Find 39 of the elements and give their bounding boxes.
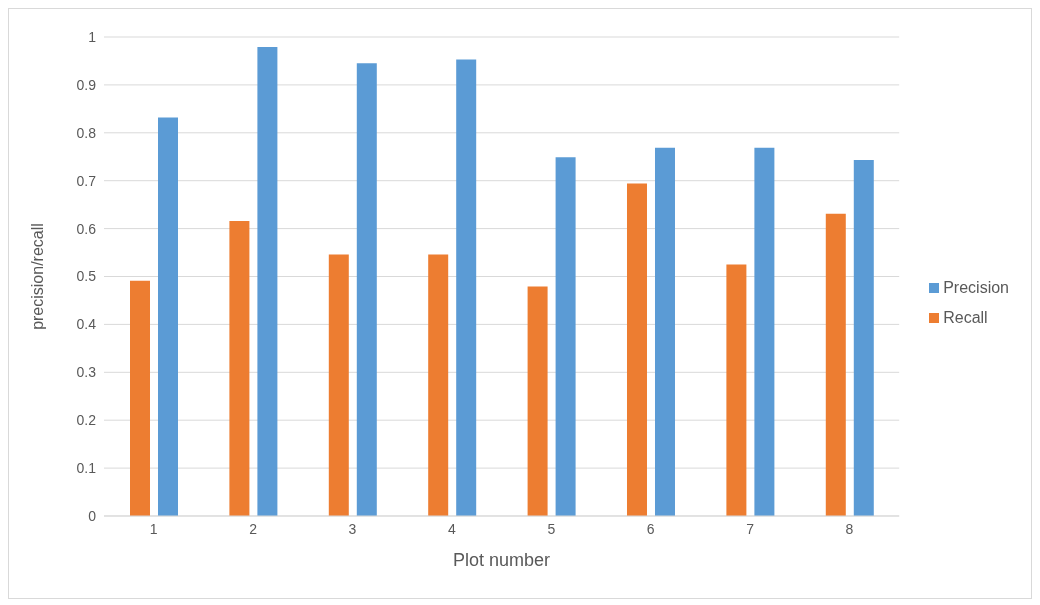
y-tick-label: 0 <box>88 507 97 524</box>
x-tick-label: 2 <box>249 520 258 537</box>
y-tick-label: 0.3 <box>76 364 97 381</box>
bar <box>626 183 647 516</box>
bar <box>726 264 747 516</box>
y-tick-label: 0.9 <box>76 76 97 93</box>
x-tick-label: 6 <box>646 520 655 537</box>
x-tick-label: 4 <box>448 520 456 537</box>
x-tick-label: 5 <box>547 520 556 537</box>
y-tick-label: 0.8 <box>76 124 97 141</box>
x-tick-label: 3 <box>348 520 357 537</box>
y-tick-label: 0.6 <box>76 220 97 237</box>
bar <box>654 147 675 516</box>
bar <box>825 213 846 516</box>
bar <box>853 160 874 516</box>
bar <box>257 47 278 516</box>
y-tick-label: 0.5 <box>76 268 97 285</box>
legend-label: Recall <box>943 308 988 326</box>
y-tick-label: 0.7 <box>76 172 97 189</box>
bar <box>754 147 775 516</box>
legend-label: Precision <box>943 278 1009 296</box>
y-tick-label: 0.4 <box>76 316 97 333</box>
bar <box>130 280 150 516</box>
y-tick-label: 1 <box>88 28 97 45</box>
bar <box>229 220 250 516</box>
bar <box>428 254 449 516</box>
bar <box>158 117 178 516</box>
bar <box>356 63 377 516</box>
y-tick-label: 0.2 <box>76 412 97 429</box>
x-axis-title: Plot number <box>453 550 551 570</box>
x-tick-label: 1 <box>149 520 158 537</box>
bar <box>328 254 349 516</box>
y-tick-label: 0.1 <box>76 460 97 477</box>
y-axis-title: precision/recall <box>28 223 46 330</box>
bar <box>555 157 576 516</box>
bar <box>527 286 548 516</box>
x-tick-label: 8 <box>845 520 854 537</box>
x-tick-label: 7 <box>746 520 755 537</box>
bar <box>456 59 477 516</box>
